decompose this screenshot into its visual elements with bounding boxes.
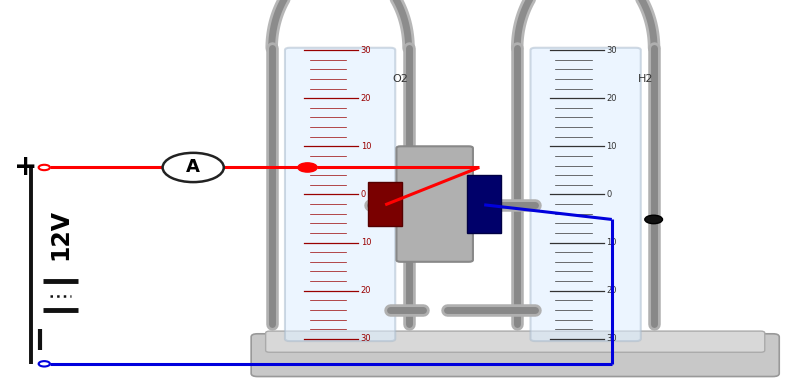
FancyBboxPatch shape [530,48,641,341]
Text: 20: 20 [606,286,617,295]
FancyBboxPatch shape [467,176,501,233]
Text: 30: 30 [361,334,371,343]
Text: 20: 20 [361,286,371,295]
FancyBboxPatch shape [369,182,402,226]
Text: 30: 30 [606,45,617,55]
Text: 30: 30 [361,45,371,55]
FancyBboxPatch shape [397,146,473,262]
Text: 10: 10 [361,142,371,151]
Circle shape [298,163,317,172]
Text: 10: 10 [606,238,617,247]
Text: 10: 10 [361,238,371,247]
Text: O2: O2 [393,74,409,84]
Circle shape [39,361,50,367]
Text: 0: 0 [361,190,366,199]
Text: H2: H2 [638,74,654,84]
Text: A: A [186,159,200,176]
Circle shape [39,165,50,170]
Circle shape [645,215,663,224]
Text: 20: 20 [361,94,371,103]
Text: 12V: 12V [48,209,72,260]
Text: 30: 30 [606,334,617,343]
Text: 10: 10 [606,142,617,151]
FancyBboxPatch shape [251,334,779,377]
FancyBboxPatch shape [266,331,765,352]
FancyBboxPatch shape [285,48,395,341]
Text: +: + [14,154,38,181]
Text: 0: 0 [606,190,612,199]
Circle shape [163,153,224,182]
Text: 20: 20 [606,94,617,103]
